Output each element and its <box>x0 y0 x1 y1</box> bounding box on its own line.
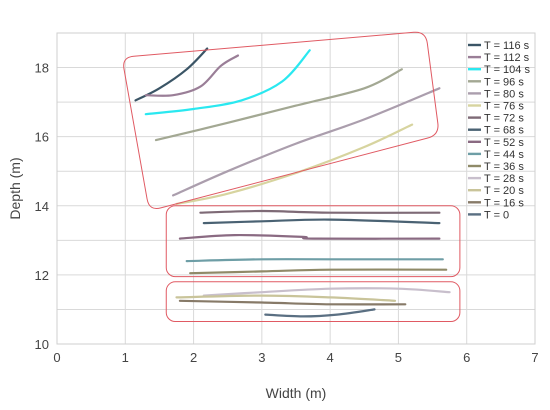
legend-label: T = 72 s <box>484 113 524 125</box>
legend-entry: T = 28 s <box>468 173 524 185</box>
y-axis-title: Depth (m) <box>7 157 23 219</box>
legend-entry: T = 36 s <box>468 161 524 173</box>
series-line-9 <box>185 258 444 263</box>
legend-entry: T = 104 s <box>468 64 530 76</box>
legend-label: T = 28 s <box>484 173 524 185</box>
annotation-box-2 <box>165 281 461 323</box>
annotation-box-0 <box>123 31 439 210</box>
legend-label: T = 68 s <box>484 125 524 137</box>
legend-label: T = 116 s <box>484 40 530 52</box>
legend-label: T = 0 <box>484 209 509 221</box>
x-tick-label: 4 <box>327 350 334 365</box>
x-axis-title: Width (m) <box>266 385 327 401</box>
legend-entry: T = 0 <box>468 209 509 221</box>
legend-label: T = 36 s <box>484 161 524 173</box>
legend-entry: T = 76 s <box>468 101 524 113</box>
legend-entry: T = 80 s <box>468 88 524 100</box>
legend-label: T = 80 s <box>484 88 524 100</box>
series-line-12 <box>175 294 397 302</box>
legend-label: T = 44 s <box>484 149 524 161</box>
series-line-0 <box>134 47 209 102</box>
y-tick-label: 18 <box>35 61 49 76</box>
legend-label: T = 16 s <box>484 197 524 209</box>
series-line-2 <box>144 49 311 116</box>
x-tick-label: 0 <box>53 350 60 365</box>
y-tick-label: 14 <box>35 199 49 214</box>
legend-label: T = 112 s <box>484 52 530 64</box>
y-tick-label: 12 <box>35 268 49 283</box>
legend-label: T = 20 s <box>484 185 524 197</box>
legend-entry: T = 112 s <box>468 52 530 64</box>
series-line-11 <box>202 287 451 297</box>
series-line-1 <box>144 54 240 97</box>
annotation-boxes <box>123 31 461 323</box>
x-tick-label: 6 <box>463 350 470 365</box>
series-line-8 <box>178 233 441 240</box>
series-lines <box>134 47 451 318</box>
legend-entry: T = 96 s <box>468 76 524 88</box>
legend-entry: T = 20 s <box>468 185 524 197</box>
y-tick-label: 16 <box>35 130 49 145</box>
series-line-6 <box>199 209 441 214</box>
legend-label: T = 52 s <box>484 137 524 149</box>
plot-frame <box>56 32 536 345</box>
x-tick-label: 7 <box>531 350 538 365</box>
legend-entry: T = 52 s <box>468 137 524 149</box>
series-line-4 <box>172 87 441 197</box>
legend: T = 116 sT = 112 sT = 104 sT = 96 sT = 8… <box>468 40 530 221</box>
legend-label: T = 96 s <box>484 76 524 88</box>
series-line-14 <box>264 308 376 318</box>
legend-entry: T = 72 s <box>468 113 524 125</box>
grid-lines <box>56 32 536 345</box>
series-line-10 <box>189 268 448 275</box>
series-line-13 <box>178 299 407 306</box>
annotation-box-1 <box>165 205 461 278</box>
x-tick-label: 2 <box>190 350 197 365</box>
x-tick-label: 3 <box>258 350 265 365</box>
legend-entry: T = 116 s <box>468 40 530 52</box>
legend-entry: T = 44 s <box>468 149 524 161</box>
legend-entry: T = 68 s <box>468 125 524 137</box>
legend-entry: T = 16 s <box>468 197 524 209</box>
legend-label: T = 104 s <box>484 64 530 76</box>
plot-border <box>56 32 536 345</box>
x-tick-label: 5 <box>395 350 402 365</box>
x-tick-label: 1 <box>122 350 129 365</box>
series-line-7 <box>202 218 441 225</box>
y-tick-label: 10 <box>35 337 49 352</box>
series-line-3 <box>154 68 403 142</box>
legend-label: T = 76 s <box>484 101 524 113</box>
